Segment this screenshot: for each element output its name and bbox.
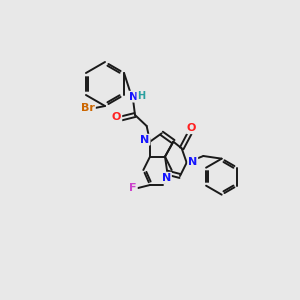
Text: N: N [129, 92, 138, 102]
Text: H: H [137, 91, 146, 101]
Text: N: N [140, 135, 150, 145]
Text: F: F [129, 183, 137, 193]
Text: N: N [188, 157, 197, 167]
Text: O: O [187, 123, 196, 133]
Text: O: O [112, 112, 122, 122]
Text: Br: Br [81, 103, 95, 113]
Text: N: N [162, 173, 171, 183]
